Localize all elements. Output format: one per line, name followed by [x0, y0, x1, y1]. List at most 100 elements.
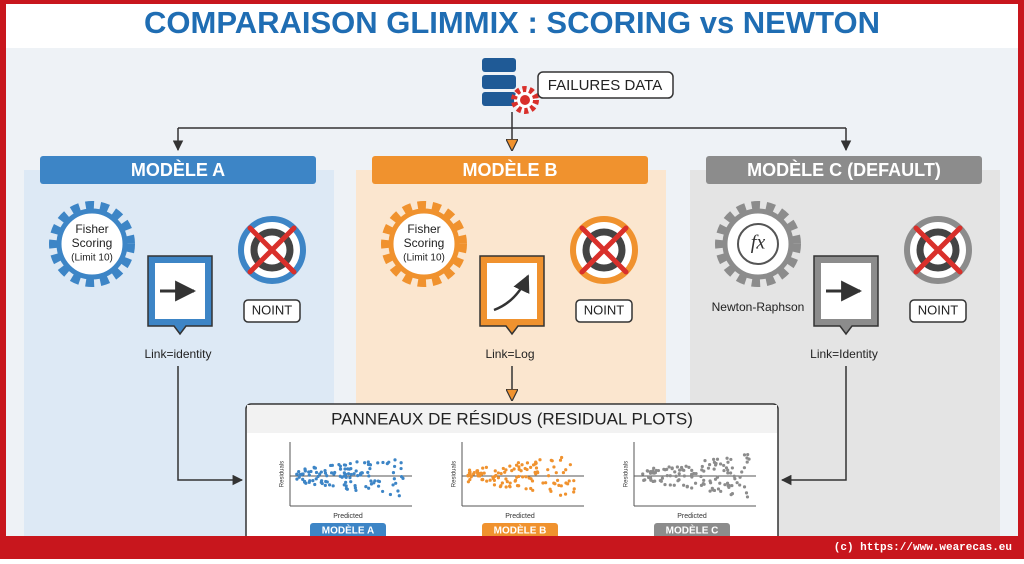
model-header-text: MODÈLE C (DEFAULT)	[747, 159, 941, 180]
noint-box	[575, 299, 633, 323]
scatter-dot	[360, 471, 364, 475]
scatter-dot	[345, 487, 349, 491]
scatter-dot	[504, 477, 508, 481]
scatter-dot	[396, 489, 400, 493]
scatter-dot	[566, 482, 570, 486]
scatter-dot	[367, 486, 371, 490]
scatter-dot	[738, 483, 742, 487]
scatter-dot	[742, 485, 747, 489]
scatter-dot	[745, 456, 749, 460]
scatter-dot	[399, 475, 404, 479]
scatter-dot	[718, 481, 722, 485]
scatter-dot	[312, 465, 316, 469]
scatter-dot	[330, 463, 334, 467]
method-text: (Limit 10)	[71, 253, 113, 264]
scatter-dot	[482, 471, 486, 475]
scatter-dot	[344, 475, 348, 480]
scatter-dot	[719, 489, 723, 493]
scatter-dot	[373, 479, 377, 483]
model-header	[706, 156, 982, 184]
scatter-dot	[510, 469, 514, 473]
scatter-dot	[466, 480, 471, 484]
scatter-dot	[491, 475, 495, 479]
scatter-dot	[687, 465, 691, 470]
scatter-dot	[726, 484, 730, 488]
scatter-dot	[677, 478, 681, 482]
scatter-dot	[516, 461, 521, 465]
scatter-dot	[653, 479, 657, 483]
scatter-dot	[508, 481, 512, 485]
link-label: Link=Identity	[810, 347, 878, 361]
scatter-dot	[714, 461, 718, 466]
scatter-dot	[319, 470, 323, 474]
scatter-dot	[295, 477, 299, 481]
scatter-dot	[488, 478, 492, 482]
scatter-dot	[354, 469, 358, 473]
scatter-dot	[548, 487, 552, 491]
scatter-dot	[514, 463, 519, 467]
model-header	[372, 156, 648, 184]
scatter-dot	[665, 474, 669, 478]
link-arrow	[493, 274, 530, 312]
scatter-dot	[699, 474, 703, 479]
scatter-dot	[344, 484, 348, 488]
noint-core	[582, 228, 626, 272]
scatter-dot	[730, 483, 734, 488]
scatter-dot	[356, 474, 360, 478]
scatter-dot	[366, 460, 370, 464]
scatter-dot	[641, 472, 645, 476]
scatter-dot	[728, 471, 733, 475]
scatter-dot	[665, 467, 669, 472]
scatter-dot	[722, 468, 726, 473]
scatter-dot	[496, 476, 500, 480]
y-axis-label: Residuals	[624, 461, 630, 487]
y-axis-label: Residuals	[280, 461, 286, 487]
scatter-dot	[476, 474, 480, 478]
scatter-dot	[677, 472, 681, 476]
scatter-dot	[313, 482, 317, 487]
source-label: FAILURES DATA	[548, 77, 662, 94]
scatter-dot	[507, 484, 512, 488]
scatter-dot	[517, 465, 521, 469]
scatter-dot	[523, 466, 527, 471]
scatter-dot	[533, 462, 537, 466]
scatter-dot	[364, 485, 368, 489]
title-band	[6, 4, 1018, 48]
scatter-dot	[567, 479, 571, 483]
scatter-dot	[517, 484, 521, 488]
scatter-dot	[746, 452, 750, 457]
scatter-dot	[706, 466, 711, 470]
scatter-dot	[560, 455, 564, 460]
scatter-dot	[342, 471, 346, 475]
scatter-dot	[392, 477, 396, 481]
model-header-text: MODÈLE B	[462, 159, 557, 180]
scatter-dot	[388, 492, 393, 497]
scatter-dot	[484, 465, 488, 469]
scatter-dot	[467, 468, 472, 472]
scatter-dot	[397, 494, 401, 498]
scatter-dot	[668, 483, 672, 487]
method-text: Fisher	[407, 222, 440, 236]
scatter-dot	[561, 470, 566, 475]
scatter-dot	[546, 474, 551, 478]
title: COMPARAISON GLIMMIX : SCORING vs NEWTON	[144, 5, 880, 40]
scatter-dot	[485, 479, 489, 483]
scatter-dot	[713, 477, 718, 481]
scatter-dot	[682, 483, 686, 487]
scatter-dot	[715, 475, 720, 479]
scatter-dot	[738, 475, 742, 479]
scatter-dot	[508, 464, 512, 468]
scatter-dot	[303, 469, 307, 473]
noint-box	[243, 299, 301, 323]
scatter-dot	[368, 467, 372, 471]
scatter-dot	[349, 472, 353, 477]
scatter-dot	[652, 466, 656, 470]
scatter-dot	[385, 461, 389, 466]
scatter-dot	[381, 460, 385, 465]
scatter-dot	[355, 460, 359, 464]
scatter-dot	[354, 488, 358, 493]
scatter-dot	[536, 471, 540, 475]
scatter-dot	[381, 489, 385, 494]
scatter-dot	[645, 469, 649, 473]
